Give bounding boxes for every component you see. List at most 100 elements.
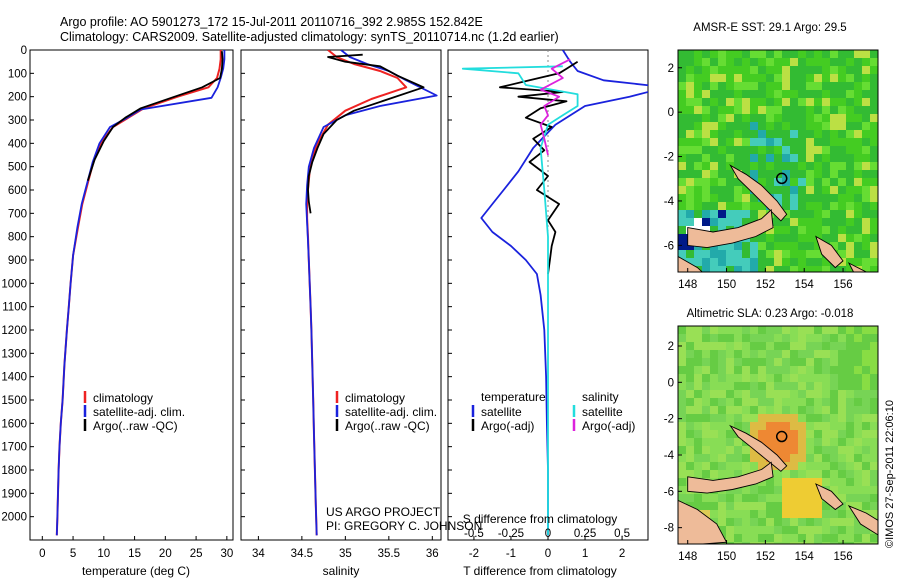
map-cell: [862, 534, 870, 542]
map-cell: [870, 194, 878, 202]
map-cell: [838, 398, 846, 406]
map-cell: [718, 258, 726, 266]
map-cell: [766, 510, 774, 518]
map-cell: [854, 334, 862, 342]
difference-xlabel: T difference from climatology: [463, 564, 617, 578]
map-cell: [702, 250, 710, 258]
map-cell: [742, 446, 750, 454]
map-cell: [798, 422, 806, 430]
map-cell: [694, 170, 702, 178]
map-cell: [774, 146, 782, 154]
map-cell: [734, 258, 742, 266]
map-cell: [718, 398, 726, 406]
map-cell: [854, 250, 862, 258]
map-cell: [750, 406, 758, 414]
map-cell: [726, 258, 734, 266]
map-cell: [742, 66, 750, 74]
lat-tick-label: -6: [664, 240, 674, 252]
map-cell: [750, 494, 758, 502]
map-cell: [822, 382, 830, 390]
map-cell: [774, 334, 782, 342]
map-cell: [838, 114, 846, 122]
map-cell: [854, 526, 862, 534]
map-cell: [862, 358, 870, 366]
map-cell: [766, 342, 774, 350]
map-cell: [838, 146, 846, 154]
map-cell: [750, 526, 758, 534]
map-cell: [862, 250, 870, 258]
map-cell: [710, 342, 718, 350]
map-cell: [782, 98, 790, 106]
legend-label-satellite: satellite-adj. clim.: [345, 405, 437, 419]
map-cell: [790, 478, 798, 486]
map-cell: [686, 446, 694, 454]
map-cell: [678, 334, 686, 342]
lat-tick-label: -8: [664, 523, 674, 535]
map-cell: [710, 98, 718, 106]
map-cell: [766, 390, 774, 398]
map-cell: [854, 406, 862, 414]
map-cell: [694, 50, 702, 58]
map-cell: [750, 146, 758, 154]
map-cell: [846, 526, 854, 534]
map-cell: [766, 122, 774, 130]
map-cell: [846, 98, 854, 106]
land-mass: [678, 499, 728, 544]
map-cell: [814, 470, 822, 478]
map-cell: [806, 502, 814, 510]
map-cell: [806, 358, 814, 366]
map-cell: [838, 486, 846, 494]
map-cell: [790, 258, 798, 266]
map-cell: [726, 510, 734, 518]
map-cell: [758, 494, 766, 502]
map-cell: [870, 82, 878, 90]
map-cell: [782, 350, 790, 358]
land-mass: [729, 164, 788, 222]
map-cell: [694, 470, 702, 478]
map-cell: [838, 414, 846, 422]
map-cell: [742, 382, 750, 390]
map-cell: [862, 58, 870, 66]
map-cell: [838, 366, 846, 374]
map-cell: [854, 146, 862, 154]
map-cell: [774, 106, 782, 114]
map-cell: [782, 406, 790, 414]
map-cell: [862, 502, 870, 510]
map-cell: [822, 202, 830, 210]
difference-legend: temperature satellite Argo(-adj) salinit…: [471, 390, 635, 433]
map-cell: [822, 462, 830, 470]
map-cell: [766, 66, 774, 74]
map-cell: [870, 154, 878, 162]
map-cell: [838, 374, 846, 382]
map-cell: [830, 406, 838, 414]
series-line-satellite: [480, 50, 648, 536]
map-cell: [686, 342, 694, 350]
lat-tick-label: -2: [664, 152, 674, 164]
map-cell: [854, 454, 862, 462]
map-cell: [830, 382, 838, 390]
map-cell: [870, 342, 878, 350]
map-cell: [822, 162, 830, 170]
map-cell: [686, 122, 694, 130]
map-cell: [694, 194, 702, 202]
map-cell: [870, 454, 878, 462]
map-cell: [814, 90, 822, 98]
map-cell: [806, 162, 814, 170]
map-cell: [806, 366, 814, 374]
x-tick-label: 25: [190, 548, 203, 560]
map-cell: [694, 374, 702, 382]
map-cell: [798, 122, 806, 130]
map-cell: [806, 90, 814, 98]
map-cell: [782, 414, 790, 422]
map-cell: [742, 518, 750, 526]
map-cell: [710, 82, 718, 90]
map-cell: [694, 130, 702, 138]
map-cell: [846, 406, 854, 414]
map-cell: [774, 226, 782, 234]
map-cell: [750, 390, 758, 398]
map-cell: [790, 218, 798, 226]
map-cell: [766, 478, 774, 486]
map-cell: [870, 98, 878, 106]
map-cell: [814, 526, 822, 534]
map-cell: [734, 446, 742, 454]
